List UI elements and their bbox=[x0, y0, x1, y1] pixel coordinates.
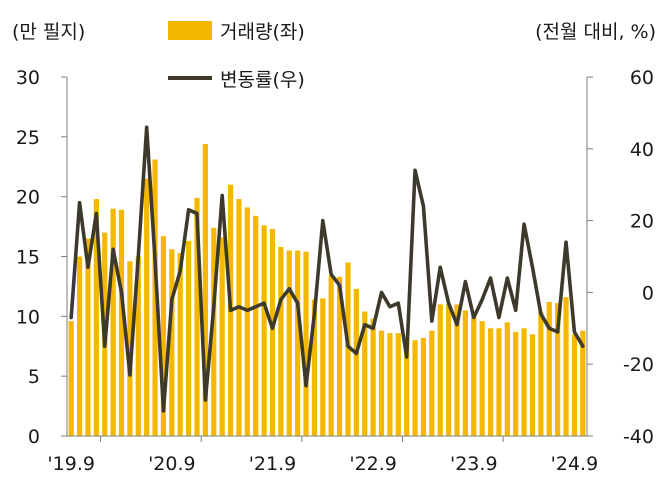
bar bbox=[68, 321, 74, 436]
line-series bbox=[69, 125, 585, 413]
bar bbox=[169, 249, 175, 436]
bar bbox=[127, 261, 133, 436]
right-tick-label: 60 bbox=[630, 67, 654, 89]
bar bbox=[387, 333, 393, 436]
right-tick-label: -40 bbox=[623, 426, 654, 448]
bar bbox=[118, 209, 125, 436]
bar bbox=[253, 215, 259, 436]
bar bbox=[555, 303, 561, 436]
bar bbox=[580, 330, 586, 436]
legend-line-label: 변동률(우) bbox=[220, 69, 305, 91]
bar bbox=[412, 340, 418, 436]
left-tick-label: 25 bbox=[16, 127, 40, 149]
bar bbox=[202, 144, 208, 436]
bar bbox=[563, 297, 569, 436]
bar bbox=[378, 330, 385, 436]
left-tick-label: 10 bbox=[16, 306, 40, 328]
bar bbox=[160, 236, 167, 436]
bar bbox=[320, 298, 326, 436]
bar bbox=[336, 276, 343, 436]
left-tick-label: 5 bbox=[28, 366, 40, 388]
left-tick-label: 0 bbox=[28, 426, 40, 448]
bar bbox=[303, 251, 309, 436]
bar bbox=[404, 337, 410, 436]
right-axis-ticks: -40 -20 0 20 40 60 bbox=[587, 67, 654, 448]
bar bbox=[571, 334, 578, 436]
bar-series bbox=[68, 144, 586, 436]
bar bbox=[429, 330, 435, 436]
bar bbox=[219, 237, 225, 436]
bar bbox=[370, 318, 376, 436]
bar bbox=[353, 288, 359, 436]
bar bbox=[211, 227, 217, 436]
x-tick-label: '23.9 bbox=[450, 453, 498, 475]
bar bbox=[278, 246, 284, 436]
bar bbox=[186, 240, 192, 436]
bar bbox=[420, 337, 427, 436]
bar bbox=[462, 310, 468, 436]
bar bbox=[513, 331, 519, 436]
bar bbox=[395, 333, 401, 436]
legend-bar-swatch bbox=[168, 21, 212, 40]
bar bbox=[487, 328, 494, 436]
x-tick-label: '21.9 bbox=[249, 453, 297, 475]
bar bbox=[446, 304, 452, 436]
x-tick-label: '24.9 bbox=[551, 453, 599, 475]
bar bbox=[496, 328, 502, 436]
bar bbox=[311, 299, 318, 436]
left-axis-ticks: 0 5 10 15 20 25 30 bbox=[16, 67, 67, 448]
x-tick-label: '22.9 bbox=[349, 453, 397, 475]
bar bbox=[152, 159, 158, 436]
left-tick-label: 15 bbox=[16, 247, 40, 269]
right-tick-label: 0 bbox=[642, 282, 654, 304]
x-tick-label: '19.9 bbox=[47, 453, 95, 475]
bar bbox=[244, 207, 250, 436]
left-tick-label: 20 bbox=[16, 187, 40, 209]
bar bbox=[236, 199, 242, 436]
bar bbox=[194, 197, 200, 436]
bar bbox=[479, 321, 485, 436]
bar bbox=[504, 322, 510, 436]
bar bbox=[135, 256, 141, 436]
bar bbox=[328, 275, 334, 436]
bar bbox=[269, 228, 276, 436]
right-tick-label: -20 bbox=[623, 354, 654, 376]
bar bbox=[538, 311, 544, 436]
bar bbox=[521, 328, 527, 436]
right-axis-unit: (전월 대비, %) bbox=[535, 21, 656, 43]
bar bbox=[362, 311, 368, 436]
bar bbox=[93, 199, 99, 436]
bar bbox=[546, 301, 552, 436]
bar bbox=[110, 208, 116, 436]
bar bbox=[76, 256, 83, 436]
right-tick-label: 20 bbox=[630, 211, 654, 233]
bar bbox=[295, 250, 301, 436]
left-tick-label: 30 bbox=[16, 67, 40, 89]
bar bbox=[286, 250, 292, 436]
x-tick-label: '20.9 bbox=[148, 453, 196, 475]
bar bbox=[471, 313, 477, 436]
change-rate-line bbox=[69, 125, 585, 413]
bar bbox=[529, 334, 536, 436]
legend-bar-label: 거래량(좌) bbox=[220, 21, 305, 43]
bar bbox=[261, 225, 267, 436]
bar bbox=[437, 304, 443, 436]
bar bbox=[454, 304, 460, 436]
left-axis-unit: (만 필지) bbox=[12, 21, 85, 43]
bar bbox=[345, 262, 351, 436]
right-tick-label: 40 bbox=[630, 139, 654, 161]
x-axis-ticks: '19.9 '20.9 '21.9 '22.9 '23.9 '24.9 bbox=[47, 436, 598, 475]
bar bbox=[144, 178, 150, 436]
bar bbox=[85, 238, 91, 436]
bar bbox=[177, 252, 183, 436]
